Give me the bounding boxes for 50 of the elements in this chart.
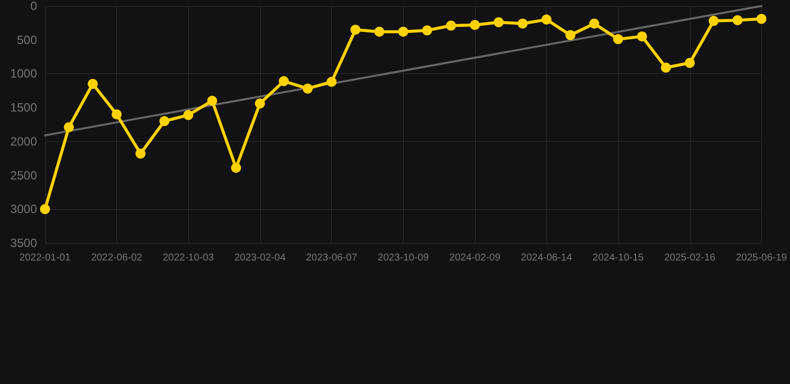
x-tick-label: 2022-10-03 [162, 252, 214, 264]
y-tick-label: 500 [16, 32, 38, 47]
point [613, 34, 624, 44]
y-tick-label: 1500 [10, 100, 38, 115]
y-tick-label: 0 [30, 0, 38, 13]
point [637, 31, 648, 42]
point [470, 20, 480, 30]
x-tick-label: 2024-06-14 [520, 252, 573, 264]
x-tick-label: 2023-10-09 [378, 252, 430, 264]
y-tick-label: 3500 [10, 236, 38, 250]
point [589, 18, 600, 29]
point [542, 14, 552, 25]
y-tick-label: 2500 [10, 168, 38, 182]
point [231, 162, 242, 173]
point [302, 84, 313, 94]
point [350, 24, 360, 35]
point [756, 14, 766, 24]
x-tick-label: 2024-02-09 [449, 252, 501, 264]
point [88, 78, 98, 89]
x-tick-label: 2025-06-19 [736, 252, 788, 264]
point [684, 58, 695, 68]
point [183, 110, 194, 120]
point [708, 16, 719, 26]
point [64, 122, 74, 132]
point [494, 17, 504, 28]
x-tick-label: 2023-06-07 [306, 252, 358, 264]
y-tick-label: 2000 [10, 134, 38, 148]
point [422, 25, 432, 36]
point [732, 15, 743, 26]
x-tick-label: 2022-01-01 [19, 252, 72, 264]
point [112, 109, 122, 120]
point [446, 20, 456, 31]
x-tick-label: 2025-02-16 [664, 252, 716, 264]
point [565, 30, 576, 40]
point [207, 96, 218, 106]
y-tick-label: 1000 [10, 66, 38, 81]
x-tick-label: 2022-06-02 [91, 252, 143, 264]
point [660, 62, 671, 73]
y-tick-label: 3000 [10, 202, 38, 216]
point [326, 76, 337, 87]
point [159, 116, 170, 126]
point [374, 26, 384, 37]
point [254, 98, 265, 109]
x-tick-label: 2024-10-15 [592, 252, 644, 264]
point [518, 18, 528, 29]
point [40, 204, 50, 214]
point [398, 26, 408, 37]
x-tick-label: 2023-02-04 [234, 252, 286, 264]
point [136, 148, 146, 159]
point [278, 76, 289, 86]
